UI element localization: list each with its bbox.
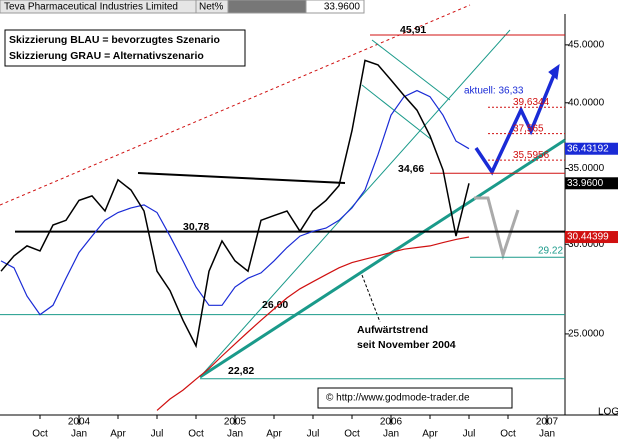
- year-label: 2005: [224, 417, 247, 428]
- y-tick-label: 45.0000: [568, 40, 605, 51]
- end-label: 30.44399: [567, 232, 609, 243]
- x-tick-label: Oct: [32, 429, 48, 439]
- level-label: 22,82: [228, 365, 254, 377]
- header-dark-box: [227, 0, 307, 14]
- neckline: [137, 172, 346, 184]
- trend-note: Aufwärtstrend: [357, 324, 428, 336]
- x-tick-label: Jul: [463, 429, 476, 439]
- x-tick-label: Apr: [422, 429, 438, 439]
- header-value-box: [305, 0, 365, 14]
- year-label: 2004: [68, 417, 91, 428]
- target-label: 39,6344: [513, 97, 550, 108]
- x-tick-label: Jan: [227, 429, 243, 439]
- copyright: © http://www.godmode-trader.de: [326, 393, 470, 404]
- trend-note: seit November 2004: [357, 339, 456, 351]
- preferred-arrowhead: [548, 63, 560, 80]
- header-value: 33.9600: [324, 2, 361, 13]
- x-tick-label: Jan: [539, 429, 555, 439]
- x-tick-label: Jul: [151, 429, 164, 439]
- current-note: aktuell: 36,33: [464, 86, 524, 97]
- legend-box: [4, 29, 246, 67]
- level-label: 34,66: [398, 163, 424, 175]
- upper-trend-line: [0, 4, 471, 206]
- header-field: Net%: [199, 2, 224, 13]
- target-label: 37,565: [513, 123, 544, 134]
- x-tick-label: Jul: [307, 429, 320, 439]
- end-label-box: [565, 231, 618, 244]
- legend-text: Skizzierung GRAU = Alternativszenario: [9, 50, 204, 62]
- x-tick-label: Jan: [383, 429, 399, 439]
- x-tick-label: Oct: [500, 429, 516, 439]
- end-label-box: [565, 142, 618, 155]
- y-tick-label: 25.0000: [568, 329, 605, 340]
- legend-text: Skizzierung BLAU = bevorzugtes Szenario: [9, 34, 220, 46]
- series-line: [156, 236, 470, 411]
- y-tick-label: 40.0000: [568, 97, 605, 108]
- x-tick-label: Apr: [110, 429, 126, 439]
- end-label-box: [565, 177, 618, 190]
- header-title: Teva Pharmaceutical Industries Limited: [4, 2, 178, 13]
- end-label: 33.9600: [567, 178, 604, 189]
- year-label: 2006: [380, 417, 403, 428]
- drawings: [0, 4, 566, 379]
- y-tick-label: 30.0000: [568, 239, 605, 250]
- end-label: 36.43192: [567, 143, 609, 154]
- year-label: 2007: [536, 417, 559, 428]
- series-line: [0, 89, 470, 316]
- x-tick-label: Jan: [71, 429, 87, 439]
- level-label: 45,91: [400, 24, 426, 36]
- target-label: 35,5956: [513, 150, 550, 161]
- channel-bottom: [361, 84, 433, 141]
- copyright-box: [317, 387, 513, 409]
- preferred-scenario: [474, 69, 558, 176]
- x-tick-label: Apr: [266, 429, 282, 439]
- level-label: 30,78: [183, 221, 209, 233]
- level-label: 29.22: [538, 246, 563, 257]
- series-line: [0, 59, 470, 349]
- uptrend-line: [199, 138, 566, 379]
- x-tick-label: Oct: [188, 429, 204, 439]
- x-tick-label: Oct: [344, 429, 360, 439]
- y-tick-label: 35.0000: [568, 163, 605, 174]
- channel-top: [371, 39, 451, 101]
- log-label: LOG: [598, 407, 618, 418]
